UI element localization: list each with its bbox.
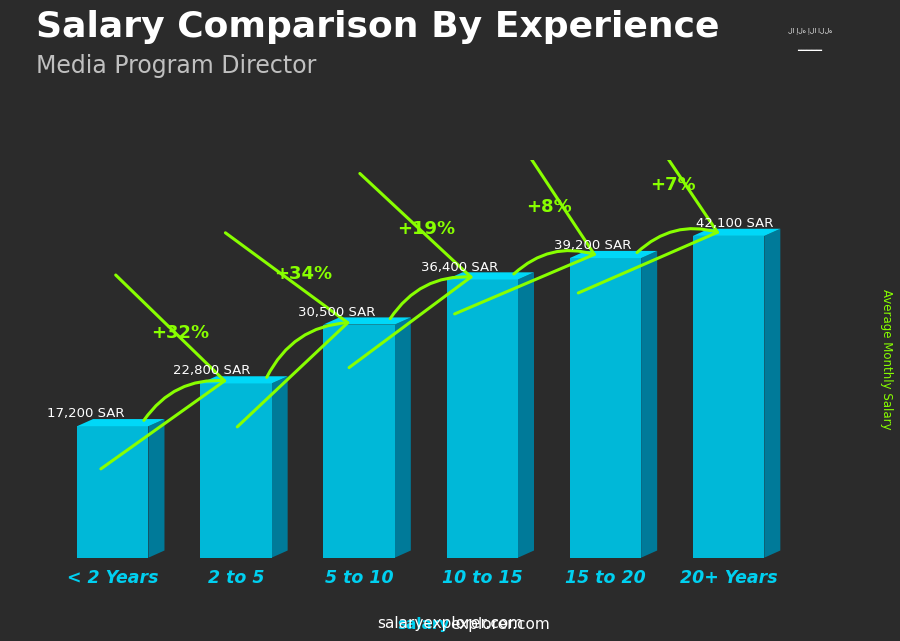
Text: Salary Comparison By Experience: Salary Comparison By Experience — [36, 10, 719, 44]
Bar — [446, 279, 518, 558]
Text: +32%: +32% — [151, 324, 209, 342]
Bar — [77, 426, 148, 558]
Bar — [323, 324, 395, 558]
Text: 42,100 SAR: 42,100 SAR — [696, 217, 773, 230]
Text: Average Monthly Salary: Average Monthly Salary — [880, 288, 893, 429]
Polygon shape — [693, 229, 780, 236]
Text: Media Program Director: Media Program Director — [36, 54, 317, 78]
Text: +34%: +34% — [274, 265, 332, 283]
Text: salaryexplorer.com: salaryexplorer.com — [377, 617, 523, 631]
Polygon shape — [77, 419, 165, 426]
Polygon shape — [395, 317, 410, 558]
Text: لا إله إلا الله: لا إله إلا الله — [788, 28, 832, 34]
Polygon shape — [200, 376, 288, 383]
Polygon shape — [641, 251, 657, 558]
Text: 17,200 SAR: 17,200 SAR — [47, 407, 124, 420]
Text: salary: salary — [398, 617, 450, 633]
Polygon shape — [446, 272, 534, 279]
Text: 22,800 SAR: 22,800 SAR — [173, 365, 250, 378]
Text: ━━━━━: ━━━━━ — [797, 46, 823, 54]
Polygon shape — [323, 317, 410, 324]
FancyArrowPatch shape — [225, 233, 347, 427]
Polygon shape — [570, 251, 657, 258]
Text: 30,500 SAR: 30,500 SAR — [298, 306, 375, 319]
Polygon shape — [518, 272, 534, 558]
Bar — [570, 258, 641, 558]
FancyArrowPatch shape — [101, 275, 225, 469]
Bar — [693, 236, 764, 558]
Bar — [200, 383, 272, 558]
Text: +19%: +19% — [397, 220, 455, 238]
Text: explorer.com: explorer.com — [450, 617, 550, 633]
Text: 36,400 SAR: 36,400 SAR — [421, 260, 499, 274]
Polygon shape — [272, 376, 288, 558]
FancyArrowPatch shape — [349, 174, 471, 368]
Text: 39,200 SAR: 39,200 SAR — [554, 239, 632, 252]
FancyArrowPatch shape — [454, 128, 594, 314]
FancyArrowPatch shape — [579, 106, 717, 293]
Text: +7%: +7% — [650, 176, 696, 194]
Polygon shape — [764, 229, 780, 558]
Polygon shape — [148, 419, 165, 558]
Text: +8%: +8% — [526, 198, 572, 217]
